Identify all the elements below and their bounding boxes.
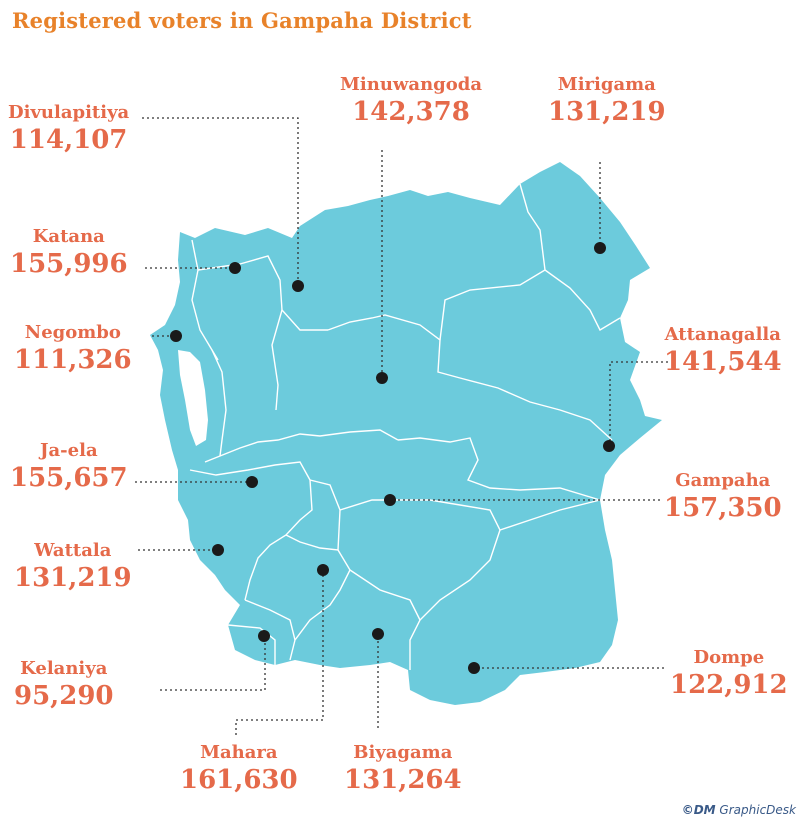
label-wattala: Wattala 131,219 — [14, 540, 132, 593]
dot-mirigama — [594, 242, 606, 254]
dot-jaela — [246, 476, 258, 488]
label-attanagalla: Attanagalla 141,544 — [664, 324, 782, 377]
label-minuwangoda: Minuwangoda 142,378 — [340, 74, 483, 127]
leader-lines — [135, 117, 668, 735]
dot-dompe — [468, 662, 480, 674]
label-negombo: Negombo 111,326 — [14, 322, 132, 375]
credit: ©DM GraphicDesk — [682, 803, 796, 817]
dot-wattala — [212, 544, 224, 556]
dot-attanagalla — [603, 440, 615, 452]
dot-gampaha — [384, 494, 396, 506]
location-dots — [170, 242, 615, 674]
dot-minuwangoda — [376, 372, 388, 384]
label-kelaniya: Kelaniya 95,290 — [14, 658, 114, 711]
gampaha-land — [150, 162, 662, 705]
dot-mahara — [317, 564, 329, 576]
dot-biyagama — [372, 628, 384, 640]
label-divulapitiya: Divulapitiya 114,107 — [8, 102, 130, 155]
division-boundaries — [189, 183, 621, 670]
label-dompe: Dompe 122,912 — [670, 647, 788, 700]
label-jaela: Ja-ela 155,657 — [10, 440, 128, 493]
label-mirigama: Mirigama 131,219 — [548, 74, 666, 127]
label-mahara: Mahara 161,630 — [180, 742, 298, 795]
label-katana: Katana 155,996 — [10, 226, 128, 279]
credit-text: GraphicDesk — [719, 803, 796, 817]
dot-negombo — [170, 330, 182, 342]
dot-kelaniya — [258, 630, 270, 642]
dot-katana — [229, 262, 241, 274]
negombo-lagoon — [178, 350, 208, 446]
credit-mark: ©DM — [681, 803, 716, 817]
dot-divulapitiya — [292, 280, 304, 292]
label-gampaha: Gampaha 157,350 — [664, 470, 782, 523]
page-title: Registered voters in Gampaha District — [12, 8, 472, 33]
label-biyagama: Biyagama 131,264 — [344, 742, 462, 795]
